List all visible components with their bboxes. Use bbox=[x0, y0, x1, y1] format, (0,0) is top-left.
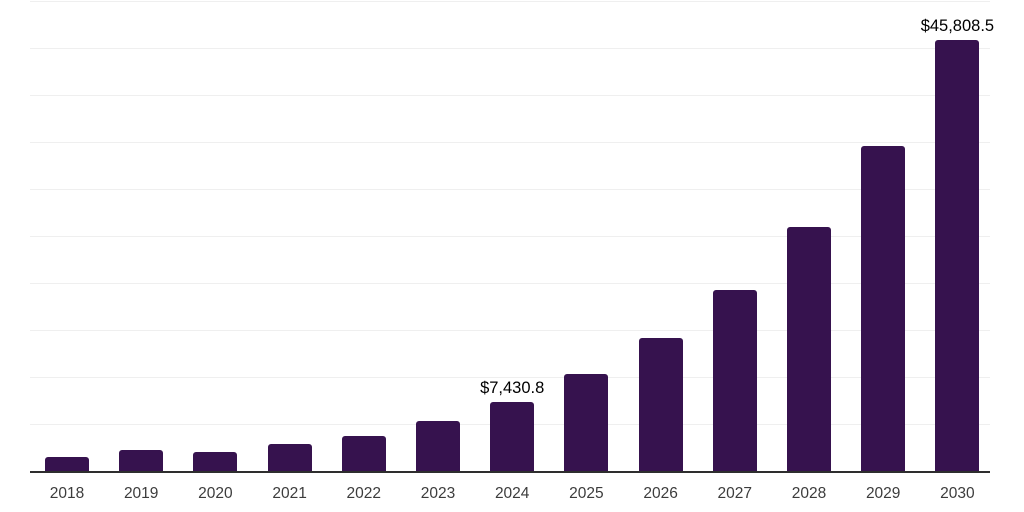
gridline-15000 bbox=[30, 330, 990, 332]
year-label-2023: 2023 bbox=[420, 485, 456, 502]
bar-2027 bbox=[712, 290, 757, 472]
bar-2024 bbox=[490, 401, 535, 472]
gridline-35000 bbox=[30, 142, 990, 144]
bar-2028 bbox=[787, 226, 831, 472]
bar-2026 bbox=[638, 338, 683, 472]
bar-2030 bbox=[935, 40, 980, 472]
gridline-45000 bbox=[30, 48, 990, 50]
x-axis-line bbox=[30, 470, 990, 473]
gridline-30000 bbox=[30, 189, 990, 191]
gridline-20000 bbox=[30, 283, 990, 285]
bar-2019 bbox=[119, 450, 164, 472]
bar-2029 bbox=[861, 146, 906, 472]
year-label-2020: 2020 bbox=[198, 485, 233, 502]
gridline-25000 bbox=[30, 236, 990, 238]
value-label-2030: $45,808.5 bbox=[920, 17, 995, 36]
year-label-2025: 2025 bbox=[569, 485, 604, 502]
year-label-2018: 2018 bbox=[49, 485, 85, 502]
year-label-2022: 2022 bbox=[346, 485, 382, 502]
year-label-2027: 2027 bbox=[717, 485, 753, 502]
bar-2020 bbox=[193, 451, 238, 472]
year-label-2026: 2026 bbox=[643, 485, 678, 502]
year-label-2030: 2030 bbox=[940, 485, 975, 502]
year-label-2029: 2029 bbox=[865, 485, 901, 502]
bar-2023 bbox=[416, 420, 460, 472]
bar-2021 bbox=[267, 444, 312, 472]
year-label-2021: 2021 bbox=[272, 485, 307, 502]
gridline-40000 bbox=[30, 95, 990, 97]
gridline-50000 bbox=[30, 1, 990, 2]
year-label-2019: 2019 bbox=[123, 485, 159, 502]
bar-2022 bbox=[341, 436, 386, 472]
year-label-2024: 2024 bbox=[494, 485, 530, 502]
bar-2025 bbox=[564, 374, 609, 472]
year-label-2028: 2028 bbox=[791, 485, 827, 502]
bar-2018 bbox=[45, 457, 89, 472]
value-label-2024: $7,430.8 bbox=[480, 378, 545, 397]
